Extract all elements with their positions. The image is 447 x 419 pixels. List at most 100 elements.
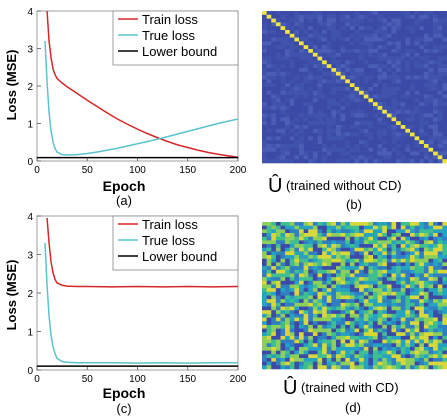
panel-c-label: (c)	[116, 401, 131, 416]
panel-d-heatmap-cell	[289, 306, 295, 311]
panel-b-heatmap-cell	[354, 56, 360, 61]
panel-b-heatmap-cell	[345, 102, 351, 107]
panel-d-heatmap-cell	[363, 262, 369, 267]
panel-d-heatmap-cell	[419, 306, 425, 311]
panel-b-heatmap-cell	[349, 60, 355, 65]
panel-d-heatmap-cell	[419, 258, 425, 263]
panel-d-heatmap-cell	[396, 244, 402, 249]
panel-b-heatmap-cell	[336, 113, 341, 118]
panel-d-heatmap-cell	[266, 266, 272, 271]
panel-d-heatmap-cell	[368, 266, 374, 271]
panel-b-heatmap-cell	[442, 79, 447, 84]
panel-d-heatmap-cell	[437, 251, 443, 256]
panel-b-heatmap-cell	[363, 26, 369, 31]
panel-d-heatmap-cell	[299, 236, 304, 241]
panel-d-heatmap-cell	[266, 255, 272, 260]
panel-b-heatmap-cell	[289, 106, 295, 111]
panel-b-heatmap-cell	[423, 113, 429, 118]
panel-d-heatmap-cell	[354, 222, 360, 226]
panel-b-heatmap-cell	[285, 144, 291, 149]
panel-d-heatmap-cell	[266, 313, 272, 318]
panel-b-heatmap-cell	[396, 41, 402, 46]
panel-b-heatmap-cell	[280, 117, 286, 122]
panel-d-heatmap-cell	[437, 365, 443, 370]
panel-b-heatmap-cell	[275, 71, 281, 76]
panel-d-heatmap-cell	[419, 240, 425, 245]
panel-d-heatmap-cell	[280, 244, 286, 249]
panel-b-heatmap-cell	[373, 75, 378, 80]
panel-d-heatmap-cell	[303, 229, 309, 234]
panel-d-heatmap-cell	[266, 288, 272, 293]
panel-b-heatmap-cell	[326, 144, 332, 149]
panel-b-heatmap-cell	[299, 71, 304, 76]
panel-b-heatmap-cell	[289, 136, 295, 141]
panel-d-heatmap-cell	[354, 302, 360, 307]
panel-b-heatmap-cell	[303, 14, 309, 19]
panel-b-heatmap-cell	[299, 18, 304, 23]
panel-d-heatmap-cell	[349, 321, 355, 326]
panel-d-heatmap-cell	[391, 229, 397, 234]
panel-d-heatmap-cell	[414, 284, 420, 289]
panel-d-heatmap-cell	[271, 365, 277, 370]
panel-d-heatmap-cell	[340, 357, 346, 362]
panel-b-heatmap-cell	[410, 147, 415, 152]
panel-b-heatmap-cell	[386, 94, 392, 99]
panel-b-heatmap-cell	[363, 45, 369, 50]
panel-d-heatmap-cell	[391, 343, 397, 348]
panel-d-heatmap-cell	[317, 321, 323, 326]
panel-d-heatmap-cell	[317, 288, 323, 293]
panel-b-heatmap-cell	[437, 102, 443, 107]
panel-b-heatmap-cell	[299, 79, 304, 84]
panel-d-heatmap-cell	[299, 328, 304, 333]
panel-d-heatmap-cell	[326, 306, 332, 311]
panel-d-heatmap-cell	[442, 361, 447, 366]
panel-b-heatmap-cell	[349, 33, 355, 38]
panel-b-heatmap-cell	[322, 22, 328, 27]
panel-b-caption-symbol: Û	[268, 174, 282, 197]
panel-d-heatmap-cell	[400, 269, 406, 274]
panel-d-heatmap-cell	[345, 262, 351, 267]
panel-d-heatmap-cell	[405, 365, 411, 370]
panel-b-heatmap-cell	[299, 52, 304, 57]
panel-b-heatmap-cell	[345, 128, 351, 133]
panel-b-heatmap-cell	[433, 151, 439, 156]
panel-b-heatmap-cell	[336, 64, 341, 69]
panel-d-heatmap-cell	[382, 346, 388, 351]
panel-d-heatmap-cell	[271, 310, 277, 315]
panel-b-heatmap-cell	[349, 68, 355, 73]
panel-b-heatmap-cell	[363, 30, 369, 35]
panel-b-heatmap-cell	[303, 49, 309, 54]
panel-b-heatmap-cell	[299, 113, 304, 118]
panel-d-heatmap-cell	[391, 306, 397, 311]
panel-b-heatmap-cell	[382, 155, 388, 160]
panel-d-heatmap-cell	[354, 357, 360, 362]
panel-b-heatmap-cell	[368, 117, 374, 122]
panel-d-heatmap-cell	[345, 240, 351, 245]
panel-d-heatmap-cell	[359, 302, 365, 307]
panel-b-heatmap-cell	[363, 75, 369, 80]
panel-d-heatmap-cell	[303, 222, 309, 226]
panel-b-heatmap-cell	[368, 136, 374, 141]
panel-d-heatmap-cell	[368, 288, 374, 293]
panel-d-heatmap-cell	[423, 328, 429, 333]
panel-b-heatmap-cell	[299, 60, 304, 65]
panel-b-heatmap-cell	[336, 128, 341, 133]
panel-b-heatmap-cell	[391, 106, 397, 111]
panel-d-heatmap-cell	[285, 332, 291, 337]
panel-b-heatmap-cell	[331, 94, 337, 99]
panel-d-heatmap-cell	[391, 222, 397, 226]
panel-b-heatmap-cell	[405, 90, 411, 95]
panel-d-heatmap-cell	[433, 354, 439, 359]
panel-b-heatmap-cell	[266, 33, 272, 38]
panel-b-heatmap-cell	[363, 52, 369, 57]
panel-d-heatmap-cell	[386, 247, 392, 252]
panel-b-heatmap-cell	[340, 45, 346, 50]
panel-d-heatmap-cell	[400, 229, 406, 234]
panel-d-heatmap-cell	[312, 328, 318, 333]
panel-b-heatmap-cell	[414, 159, 420, 164]
panel-d-heatmap-cell	[303, 284, 309, 289]
panel-d-heatmap-cell	[419, 273, 425, 278]
panel-b-heatmap-cell	[386, 79, 392, 84]
panel-b-heatmap-cell	[363, 132, 369, 137]
panel-d-heatmap-cell	[280, 225, 286, 230]
